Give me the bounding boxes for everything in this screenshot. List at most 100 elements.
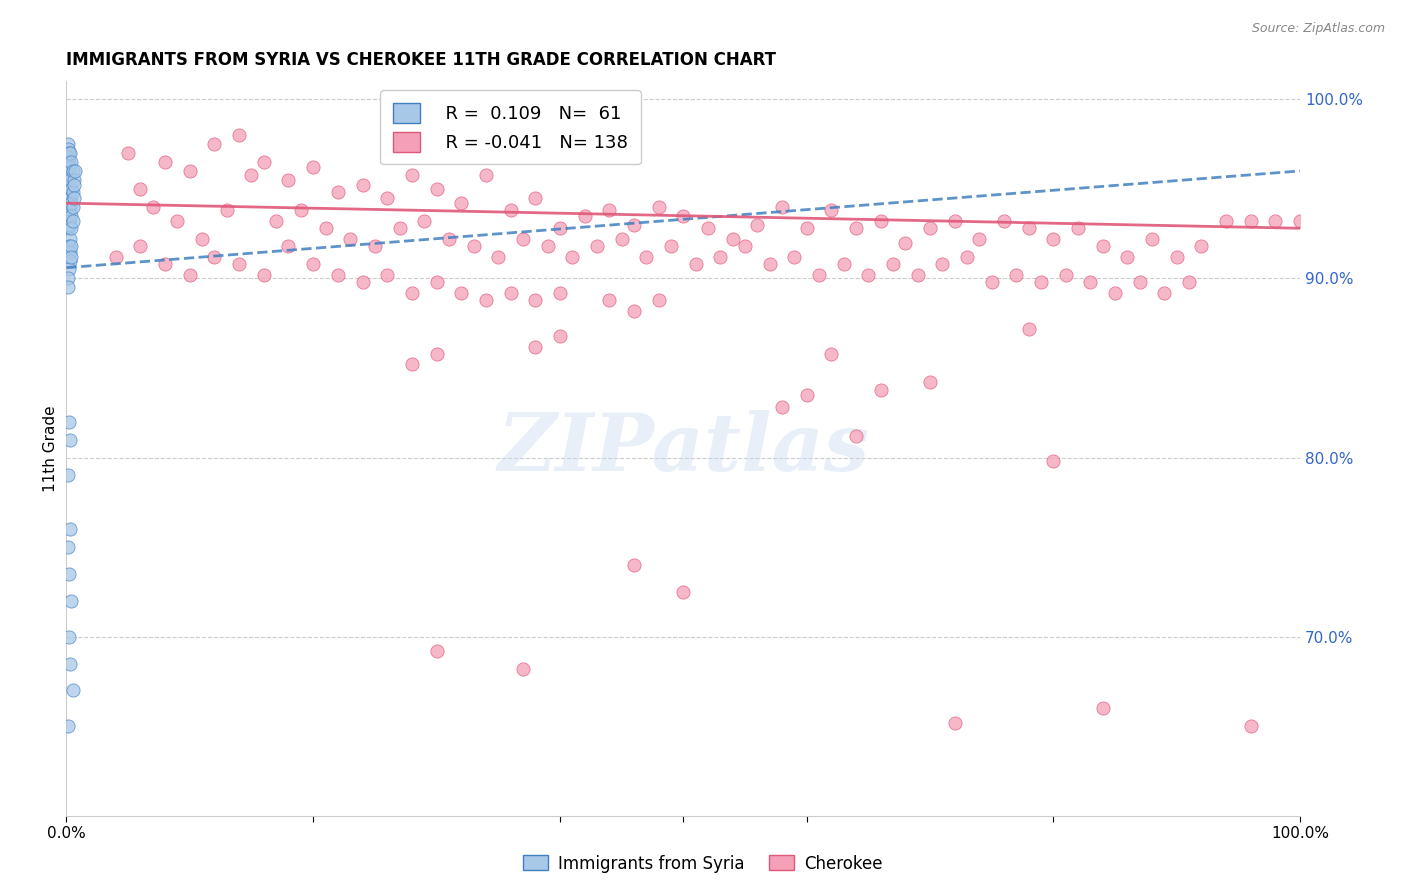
- Point: [302, 161, 325, 175]
- Point: [59, 522, 82, 536]
- Point: [104, 250, 127, 264]
- Point: [636, 250, 658, 264]
- Point: [524, 293, 547, 307]
- Point: [845, 221, 868, 235]
- Point: [62, 164, 84, 178]
- Point: [59, 203, 82, 218]
- Point: [58, 173, 80, 187]
- Point: [524, 339, 547, 353]
- Point: [1178, 275, 1201, 289]
- Point: [58, 146, 80, 161]
- Point: [253, 155, 276, 169]
- Point: [758, 257, 780, 271]
- Point: [548, 221, 571, 235]
- Point: [1029, 275, 1052, 289]
- Point: [1018, 221, 1040, 235]
- Point: [364, 239, 387, 253]
- Point: [425, 346, 447, 360]
- Point: [62, 214, 84, 228]
- Point: [413, 214, 436, 228]
- Point: [512, 232, 534, 246]
- Point: [253, 268, 276, 282]
- Point: [63, 191, 86, 205]
- Point: [1078, 275, 1101, 289]
- Point: [56, 203, 79, 218]
- Point: [375, 191, 398, 205]
- Point: [709, 250, 731, 264]
- Point: [58, 239, 80, 253]
- Point: [832, 257, 855, 271]
- Point: [623, 218, 645, 232]
- Point: [524, 191, 547, 205]
- Point: [62, 186, 84, 200]
- Point: [1240, 214, 1263, 228]
- Point: [60, 221, 83, 235]
- Point: [228, 257, 250, 271]
- Point: [1005, 268, 1028, 282]
- Point: [586, 239, 609, 253]
- Point: [153, 257, 176, 271]
- Point: [58, 415, 80, 429]
- Point: [747, 218, 769, 232]
- Point: [56, 221, 79, 235]
- Text: IMMIGRANTS FROM SYRIA VS CHEROKEE 11TH GRADE CORRELATION CHART: IMMIGRANTS FROM SYRIA VS CHEROKEE 11TH G…: [66, 51, 776, 69]
- Point: [62, 683, 84, 698]
- Point: [129, 182, 152, 196]
- Point: [58, 155, 80, 169]
- Point: [63, 178, 86, 193]
- Point: [339, 232, 361, 246]
- Point: [60, 196, 83, 211]
- Point: [302, 257, 325, 271]
- Point: [179, 268, 201, 282]
- Point: [326, 186, 349, 200]
- Legend:   R =  0.109   N=  61,   R = -0.041   N= 138: R = 0.109 N= 61, R = -0.041 N= 138: [380, 90, 641, 164]
- Point: [1067, 221, 1090, 235]
- Point: [56, 191, 79, 205]
- Point: [1042, 454, 1064, 468]
- Point: [59, 253, 82, 268]
- Point: [858, 268, 880, 282]
- Point: [56, 177, 79, 191]
- Point: [142, 200, 165, 214]
- Point: [59, 244, 82, 259]
- Point: [783, 250, 806, 264]
- Point: [574, 209, 596, 223]
- Point: [1116, 250, 1139, 264]
- Point: [463, 239, 485, 253]
- Point: [56, 159, 79, 173]
- Point: [918, 221, 941, 235]
- Point: [869, 214, 891, 228]
- Point: [499, 203, 522, 218]
- Point: [770, 401, 793, 415]
- Point: [1166, 250, 1188, 264]
- Point: [1215, 214, 1237, 228]
- Point: [56, 186, 79, 200]
- Point: [204, 250, 226, 264]
- Point: [60, 182, 83, 196]
- Point: [820, 346, 842, 360]
- Point: [1018, 321, 1040, 335]
- Point: [56, 143, 79, 157]
- Point: [60, 239, 83, 253]
- Point: [264, 214, 287, 228]
- Point: [598, 203, 620, 218]
- Point: [475, 293, 498, 307]
- Point: [1042, 232, 1064, 246]
- Point: [770, 200, 793, 214]
- Point: [58, 200, 80, 214]
- Point: [56, 150, 79, 164]
- Point: [894, 235, 917, 250]
- Point: [56, 136, 79, 151]
- Point: [475, 168, 498, 182]
- Point: [179, 164, 201, 178]
- Point: [450, 196, 472, 211]
- Point: [240, 168, 263, 182]
- Point: [60, 209, 83, 223]
- Point: [845, 429, 868, 443]
- Point: [56, 271, 79, 285]
- Point: [696, 221, 718, 235]
- Point: [1091, 701, 1114, 715]
- Point: [869, 383, 891, 397]
- Point: [62, 200, 84, 214]
- Point: [59, 657, 82, 671]
